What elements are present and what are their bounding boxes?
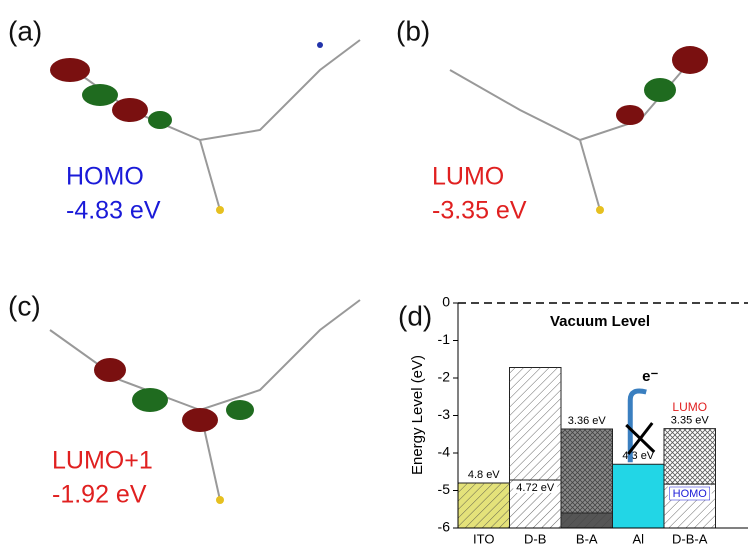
y-axis-title: Energy Level (eV)	[409, 355, 426, 475]
annotation: e⁻	[642, 368, 658, 385]
annotation: LUMO	[672, 400, 707, 414]
chart: 4.8 eV ITO 4.72 eV D-B 3.36 eV B-A 4.3 eV Al 3.3…	[438, 294, 748, 544]
value-label: 4.72 eV	[516, 482, 555, 494]
annotation: HOMO	[673, 488, 708, 500]
value-label: 4.3 eV	[622, 450, 654, 462]
orbital-energy: -3.35 eV	[432, 197, 527, 225]
y-tick-label: -4	[438, 444, 451, 460]
annotation: Vacuum Level	[550, 313, 650, 330]
y-tick-label: -1	[438, 331, 451, 347]
panel-label: (c)	[8, 290, 41, 321]
y-tick-label: -2	[438, 369, 451, 385]
hatch	[510, 368, 562, 481]
x-tick-label: D-B-A	[672, 531, 708, 544]
x-tick-label: B-A	[576, 531, 598, 544]
y-tick-label: 0	[442, 294, 450, 310]
value-label: 3.35 eV	[671, 415, 710, 427]
orbital-name: HOMO	[66, 163, 144, 191]
x-tick-label: ITO	[473, 531, 494, 544]
orbital-name: LUMO+1	[52, 447, 153, 475]
y-tick-label: -6	[438, 519, 451, 535]
hatch	[458, 483, 510, 528]
hatch	[664, 429, 716, 485]
figure: (a) HOMO -4.83 eV (b) LUMO -3.35 eV (c) …	[0, 0, 748, 544]
x-tick-label: Al	[632, 531, 644, 544]
orbital-energy: -1.92 eV	[52, 481, 147, 509]
orbital-energy: -4.83 eV	[66, 197, 161, 225]
orbital-name: LUMO	[432, 163, 504, 191]
panel-label: (d)	[398, 300, 432, 331]
y-tick-label: -3	[438, 406, 451, 422]
hatch	[561, 429, 613, 513]
x-tick-label: D-B	[524, 531, 546, 544]
panel-label: (b)	[396, 15, 430, 46]
value-label: 4.8 eV	[468, 469, 500, 481]
hatch	[561, 513, 613, 528]
y-tick-label: -5	[438, 481, 451, 497]
panel-label: (a)	[8, 15, 42, 46]
value-label: 3.36 eV	[568, 415, 607, 427]
